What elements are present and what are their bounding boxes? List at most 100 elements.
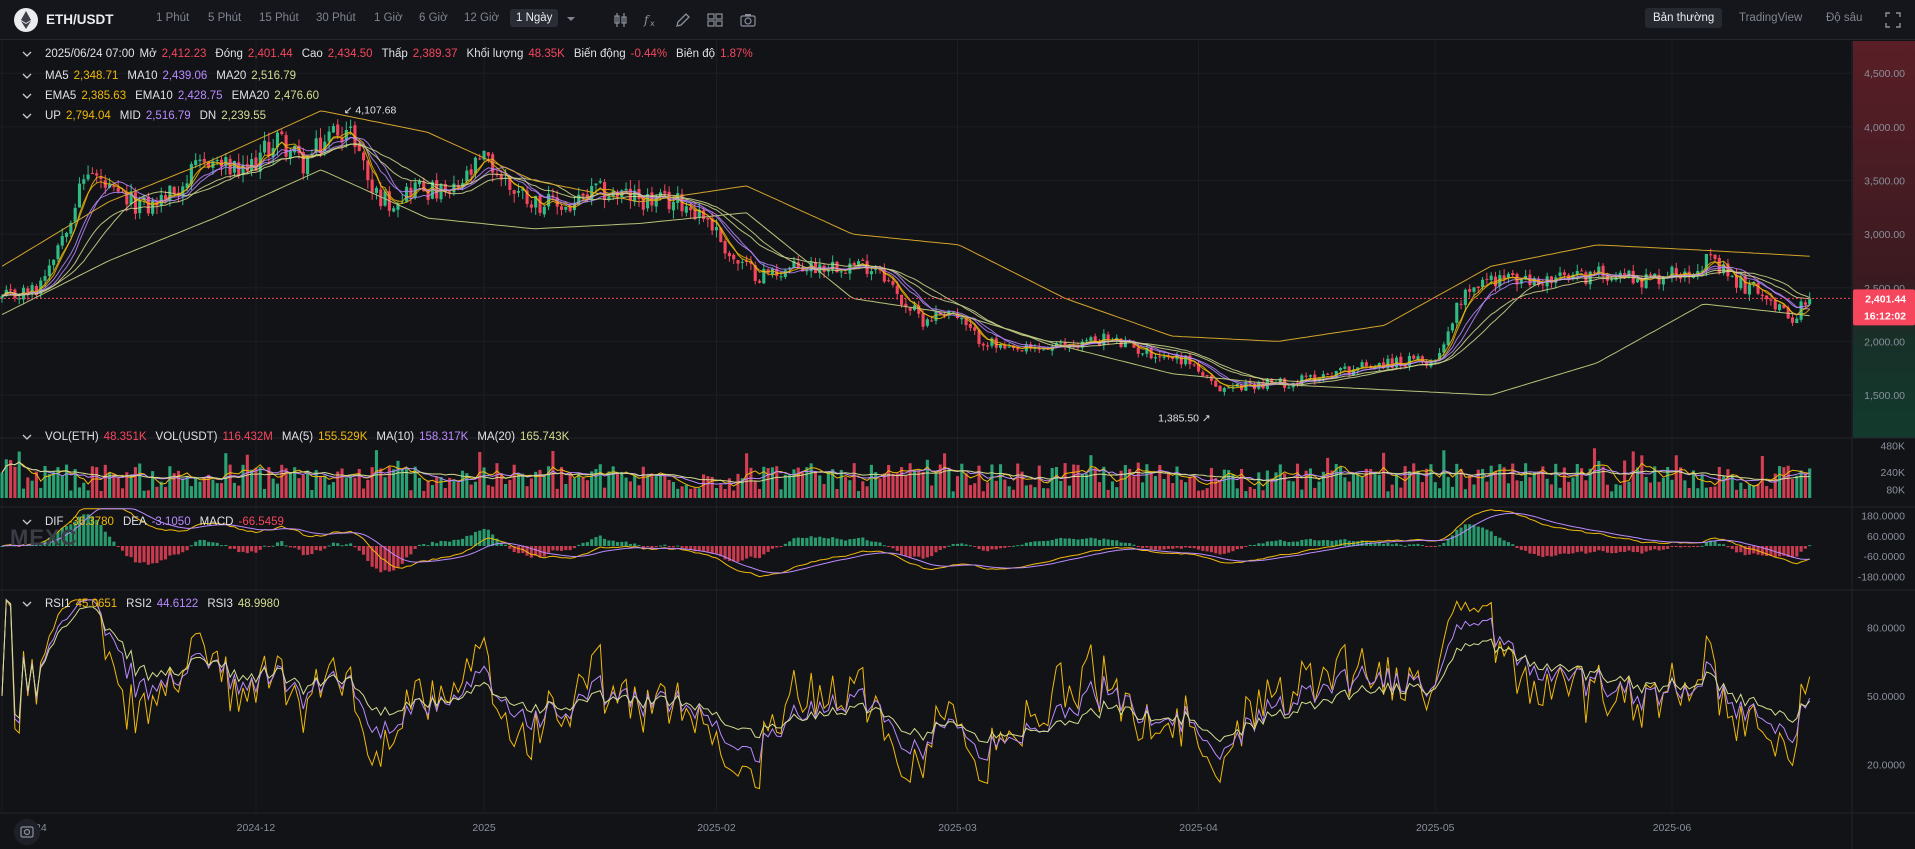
macd-histogram-bar bbox=[327, 545, 331, 547]
timeframe-1h[interactable]: 1 Giờ bbox=[374, 12, 403, 24]
volume-bar bbox=[280, 464, 284, 498]
volume-bar bbox=[1274, 472, 1278, 498]
candle-body bbox=[198, 159, 202, 161]
volume-bar bbox=[1270, 478, 1274, 498]
candle-body bbox=[211, 161, 215, 168]
volume-bar bbox=[443, 488, 447, 498]
macd-histogram-bar bbox=[323, 546, 327, 549]
volume-bar bbox=[417, 477, 422, 498]
chevron-down-icon[interactable] bbox=[22, 517, 32, 527]
chevron-down-icon[interactable] bbox=[22, 599, 32, 609]
macd-histogram-bar bbox=[968, 545, 972, 547]
candle-body bbox=[417, 181, 422, 185]
volume-bar bbox=[968, 485, 972, 498]
volume-bar bbox=[831, 469, 835, 498]
candle-type-icon[interactable] bbox=[612, 11, 630, 29]
timeframe-30m[interactable]: 30 Phút bbox=[316, 12, 356, 24]
macd-tick-label: 60.0000 bbox=[1867, 531, 1905, 543]
timeframe-1d[interactable]: 1 Ngày bbox=[510, 9, 559, 27]
candle-body bbox=[512, 190, 516, 194]
candle-body bbox=[1455, 302, 1459, 323]
candle-body bbox=[1778, 304, 1782, 311]
timeframe-15m[interactable]: 15 Phút bbox=[259, 12, 299, 24]
macd-tick-label: -180.0000 bbox=[1858, 572, 1905, 584]
chevron-down-icon[interactable] bbox=[564, 12, 578, 26]
ohlc-legend: 2025/06/24 07:00 Mở 2,412.23 Đóng 2,401.44… bbox=[22, 48, 757, 60]
candle-body bbox=[1644, 274, 1648, 288]
candle-body bbox=[1412, 355, 1416, 359]
macd-histogram-bar bbox=[108, 536, 112, 546]
macd-histogram-bar bbox=[271, 545, 275, 547]
macd-histogram-bar bbox=[943, 546, 947, 549]
chevron-down-icon[interactable] bbox=[22, 432, 32, 442]
macd-histogram-bar bbox=[116, 546, 120, 547]
candle-body bbox=[1765, 295, 1769, 300]
candle-body bbox=[977, 330, 981, 344]
timeframe-12h[interactable]: 12 Giờ bbox=[464, 12, 500, 24]
candle-body bbox=[1657, 274, 1661, 285]
volume-bar bbox=[207, 474, 211, 498]
macd-histogram-bar bbox=[590, 539, 594, 546]
macd-histogram-bar bbox=[650, 546, 654, 549]
view-depth-tab[interactable]: Độ sâu bbox=[1826, 12, 1863, 24]
chevron-down-icon[interactable] bbox=[22, 111, 32, 121]
svg-text:x: x bbox=[650, 19, 655, 28]
chevron-down-icon[interactable] bbox=[22, 71, 32, 81]
volume-bar bbox=[1102, 466, 1106, 498]
indicator-icon[interactable]: f x bbox=[642, 11, 660, 29]
candle-body bbox=[374, 187, 379, 193]
volume-bar bbox=[168, 466, 172, 498]
volume-bar bbox=[770, 467, 774, 498]
volume-bar bbox=[129, 475, 133, 498]
macd-histogram-bar bbox=[1584, 546, 1588, 554]
macd-histogram-bar bbox=[318, 546, 323, 551]
amplitude-value: 1.87% bbox=[720, 48, 753, 60]
candle-body bbox=[861, 259, 865, 261]
layout-icon[interactable] bbox=[706, 11, 724, 29]
volume-bar bbox=[495, 463, 499, 498]
macd-histogram-bar bbox=[1016, 545, 1020, 547]
volume-bar bbox=[318, 476, 323, 498]
symbol-name[interactable]: ETH/USDT bbox=[46, 12, 114, 27]
macd-histogram-bar bbox=[904, 546, 908, 557]
volume-bar bbox=[262, 488, 267, 498]
volume-bar bbox=[1360, 476, 1364, 498]
candle-body bbox=[921, 313, 925, 327]
volume-bar bbox=[577, 474, 581, 498]
chart-area[interactable]: 20242024-1220252025-022025-032025-042025… bbox=[0, 41, 1915, 849]
timeframe-5m[interactable]: 5 Phút bbox=[208, 12, 242, 24]
macd-histogram-bar bbox=[73, 521, 77, 546]
chevron-down-icon[interactable] bbox=[22, 91, 32, 101]
view-tradingview-tab[interactable]: TradingView bbox=[1739, 12, 1803, 24]
timeframe-6h[interactable]: 6 Giờ bbox=[419, 12, 448, 24]
macd-histogram-bar bbox=[603, 538, 607, 546]
volume-bar bbox=[1739, 482, 1743, 498]
candle-body bbox=[968, 323, 972, 328]
fullscreen-icon[interactable] bbox=[1884, 11, 1902, 29]
view-basic-tab[interactable]: Bản thường bbox=[1645, 8, 1723, 28]
macd-histogram-bar bbox=[52, 535, 56, 546]
candlestick-chart[interactable]: 20242024-1220252025-022025-032025-042025… bbox=[0, 41, 1915, 849]
volume-bar bbox=[1063, 463, 1067, 498]
candle-body bbox=[516, 190, 521, 193]
macd-histogram-bar bbox=[288, 546, 292, 548]
time-axis: 20242024-1220252025-022025-032025-042025… bbox=[23, 822, 1691, 834]
candle-body bbox=[1278, 378, 1282, 382]
chevron-down-icon[interactable] bbox=[22, 49, 32, 59]
volume-bar bbox=[1136, 462, 1140, 498]
candle-body bbox=[1420, 356, 1424, 362]
macd-histogram-bar bbox=[1683, 546, 1687, 547]
volume-bar bbox=[1412, 463, 1416, 498]
screenshot-icon[interactable] bbox=[14, 819, 40, 845]
timeframe-1m[interactable]: 1 Phút bbox=[156, 12, 190, 24]
draw-icon[interactable] bbox=[674, 11, 692, 29]
macd-histogram-bar bbox=[981, 546, 985, 551]
volume-bar bbox=[620, 471, 624, 498]
candle-body bbox=[534, 195, 538, 208]
macd-histogram-bar bbox=[1257, 543, 1261, 546]
volume-bar bbox=[448, 477, 452, 498]
camera-icon[interactable] bbox=[739, 11, 757, 29]
boll-up-label: UP bbox=[45, 110, 61, 122]
candle-body bbox=[1722, 264, 1726, 274]
candle-body bbox=[766, 269, 770, 273]
